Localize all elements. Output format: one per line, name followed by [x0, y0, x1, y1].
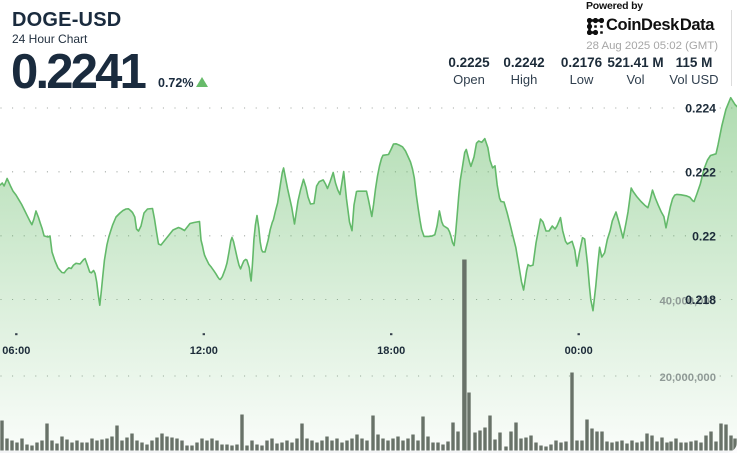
svg-text:00:00: 00:00: [565, 345, 593, 357]
svg-text:12:00: 12:00: [190, 345, 218, 357]
svg-text:0.218: 0.218: [685, 293, 716, 307]
svg-text:20,000,000: 20,000,000: [659, 372, 716, 384]
svg-text:40,000,000: 40,000,000: [659, 296, 716, 308]
svg-text:0.22: 0.22: [692, 229, 716, 243]
svg-text:18:00: 18:00: [377, 345, 405, 357]
svg-text:06:00: 06:00: [2, 345, 30, 357]
svg-text:0.222: 0.222: [685, 165, 716, 179]
svg-text:0.224: 0.224: [685, 102, 716, 116]
